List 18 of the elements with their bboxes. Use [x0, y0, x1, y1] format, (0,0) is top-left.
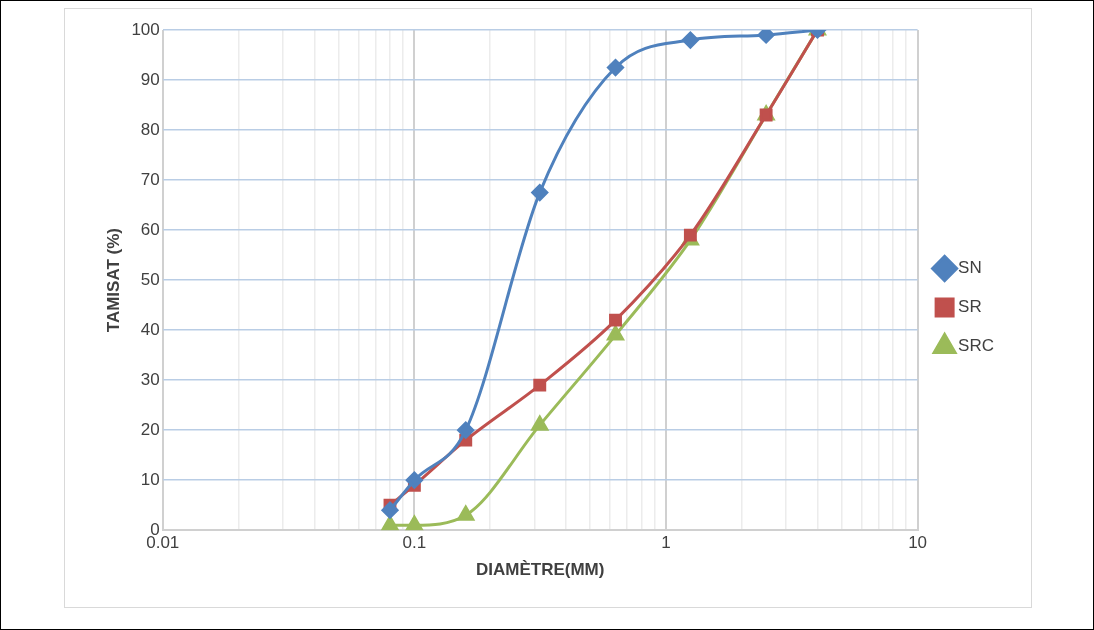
y-tick-label: 70	[140, 169, 160, 189]
x-axis-title: DIAMÈTRE(MM)	[475, 560, 605, 580]
y-tick-label: 60	[140, 219, 160, 239]
y-tick-label: 50	[140, 269, 160, 289]
x-tick-label: 1	[661, 533, 671, 553]
legend-label: SRC	[958, 336, 995, 356]
y-tick-label: 80	[140, 119, 160, 139]
y-tick-label: 20	[140, 419, 160, 439]
y-tick-label: 40	[140, 319, 160, 339]
y-tick-label: 10	[140, 469, 160, 489]
x-tick-label: 10	[908, 533, 928, 553]
y-axis-title: TAMISAT (%)	[103, 228, 123, 333]
y-tick-label: 100	[131, 19, 160, 39]
y-tick-label: 30	[140, 369, 160, 389]
legend-label: SN	[958, 258, 982, 278]
legend-label: SR	[958, 297, 982, 317]
x-tick-label: 0.1	[402, 533, 427, 553]
y-tick-label: 90	[140, 69, 160, 89]
